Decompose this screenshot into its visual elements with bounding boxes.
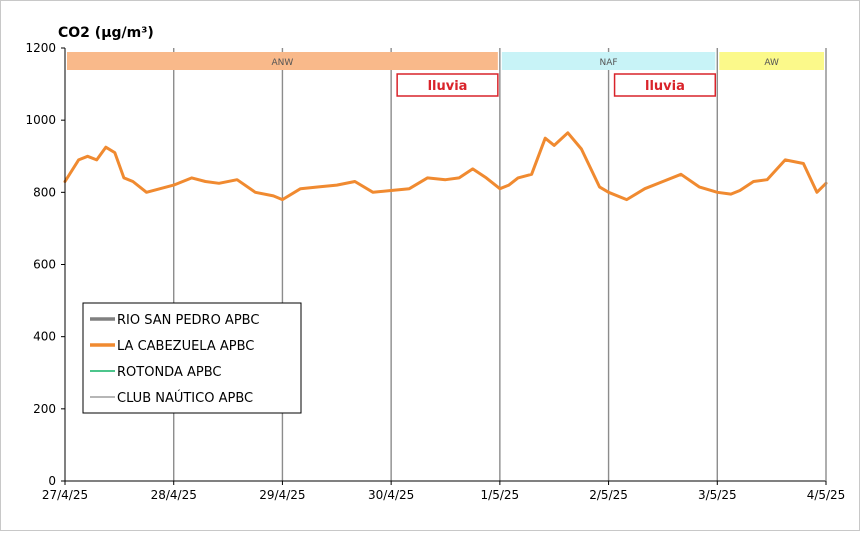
y-tick-label: 1000: [25, 113, 56, 127]
y-tick-label: 0: [48, 474, 56, 488]
y-tick-label: 400: [33, 330, 56, 344]
y-tick-label: 200: [33, 402, 56, 416]
series-line-la-cabezuela: [63, 131, 828, 202]
air-mass-band-label: NAF: [600, 58, 618, 68]
rain-annotation-label: lluvia: [428, 79, 468, 94]
series-lines: [63, 131, 828, 202]
x-tick-label: 3/5/25: [698, 488, 737, 502]
x-tick-label: 27/4/25: [42, 488, 88, 502]
x-tick-labels: 27/4/25 28/4/25 29/4/25 30/4/25 1/5/25 2/5/25…: [42, 481, 845, 502]
x-tick-label: 28/4/25: [151, 488, 197, 502]
x-tick-label: 4/5/25: [807, 488, 846, 502]
y-tick-labels: 0 200 400 600 800 1000 1200: [25, 41, 65, 488]
air-mass-bands: ANW NAF AW: [67, 52, 824, 70]
y-tick-label: 1200: [25, 41, 56, 55]
air-mass-band: [719, 52, 824, 70]
x-tick-label: 29/4/25: [259, 488, 305, 502]
air-mass-band-label: AW: [764, 58, 779, 68]
air-mass-band-label: ANW: [272, 58, 294, 68]
y-tick-label: 600: [33, 258, 56, 272]
legend-label: ROTONDA APBC: [117, 365, 221, 380]
x-tick-label: 30/4/25: [368, 488, 414, 502]
chart-title: CO2 (µg/m³): [58, 25, 154, 41]
y-tick-label: 800: [33, 185, 56, 199]
legend-label: CLUB NAÚTICO APBC: [117, 390, 253, 406]
rain-annotation-box: [396, 73, 499, 97]
x-tick-label: 2/5/25: [589, 488, 628, 502]
legend-box: [82, 302, 302, 414]
air-mass-band: [67, 52, 498, 70]
legend-label: LA CABEZUELA APBC: [117, 339, 254, 354]
rain-annotation-label: lluvia: [645, 79, 685, 94]
air-mass-band: [501, 52, 716, 70]
legend-label: RIO SAN PEDRO APBC: [117, 313, 259, 328]
legend: RIO SAN PEDRO APBC LA CABEZUELA APBC ROTON…: [82, 302, 302, 414]
rain-annotations: lluvia lluvia: [396, 73, 717, 97]
rain-annotation-box: [613, 73, 717, 97]
x-tick-label: 1/5/25: [481, 488, 520, 502]
